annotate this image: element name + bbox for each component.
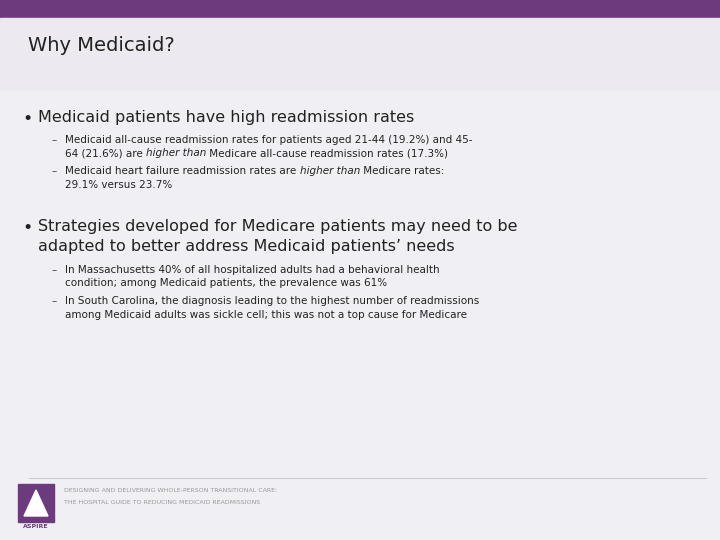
Text: •: • bbox=[22, 110, 32, 128]
Text: 64 (21.6%) are: 64 (21.6%) are bbox=[65, 148, 146, 159]
Text: In Massachusetts 40% of all hospitalized adults had a behavioral health: In Massachusetts 40% of all hospitalized… bbox=[65, 265, 440, 275]
Text: Medicaid heart failure readmission rates are: Medicaid heart failure readmission rates… bbox=[65, 166, 300, 176]
Text: –: – bbox=[52, 135, 58, 145]
Text: Strategies developed for Medicare patients may need to be: Strategies developed for Medicare patien… bbox=[38, 219, 518, 234]
Text: higher than: higher than bbox=[300, 166, 360, 176]
Text: DESIGNING AND DELIVERING WHOLE-PERSON TRANSITIONAL CARE:: DESIGNING AND DELIVERING WHOLE-PERSON TR… bbox=[64, 488, 277, 493]
Text: In South Carolina, the diagnosis leading to the highest number of readmissions: In South Carolina, the diagnosis leading… bbox=[65, 296, 480, 306]
Bar bbox=[0, 18, 720, 90]
Text: Medicaid all-cause readmission rates for patients aged 21-44 (19.2%) and 45-: Medicaid all-cause readmission rates for… bbox=[65, 135, 472, 145]
Text: –: – bbox=[52, 296, 58, 306]
Polygon shape bbox=[24, 490, 48, 516]
Text: among Medicaid adults was sickle cell; this was not a top cause for Medicare: among Medicaid adults was sickle cell; t… bbox=[65, 309, 467, 320]
Text: Medicaid patients have high readmission rates: Medicaid patients have high readmission … bbox=[38, 110, 414, 125]
Bar bbox=[18, 484, 54, 522]
Text: –: – bbox=[52, 166, 58, 176]
Text: adapted to better address Medicaid patients’ needs: adapted to better address Medicaid patie… bbox=[38, 239, 454, 254]
Text: Medicare all-cause readmission rates (17.3%): Medicare all-cause readmission rates (17… bbox=[207, 148, 449, 159]
Text: higher than: higher than bbox=[146, 148, 207, 159]
Bar bbox=[0, 0, 720, 18]
Text: condition; among Medicaid patients, the prevalence was 61%: condition; among Medicaid patients, the … bbox=[65, 279, 387, 288]
Text: ASPIRE: ASPIRE bbox=[23, 524, 49, 529]
Text: Why Medicaid?: Why Medicaid? bbox=[28, 36, 175, 55]
Text: 29.1% versus 23.7%: 29.1% versus 23.7% bbox=[65, 179, 172, 190]
Text: THE HOSPITAL GUIDE TO REDUCING MEDICAID READMISSIONS: THE HOSPITAL GUIDE TO REDUCING MEDICAID … bbox=[64, 500, 260, 505]
Text: •: • bbox=[22, 219, 32, 237]
Bar bbox=[0, 90, 720, 540]
Text: –: – bbox=[52, 265, 58, 275]
Text: Medicare rates:: Medicare rates: bbox=[360, 166, 444, 176]
